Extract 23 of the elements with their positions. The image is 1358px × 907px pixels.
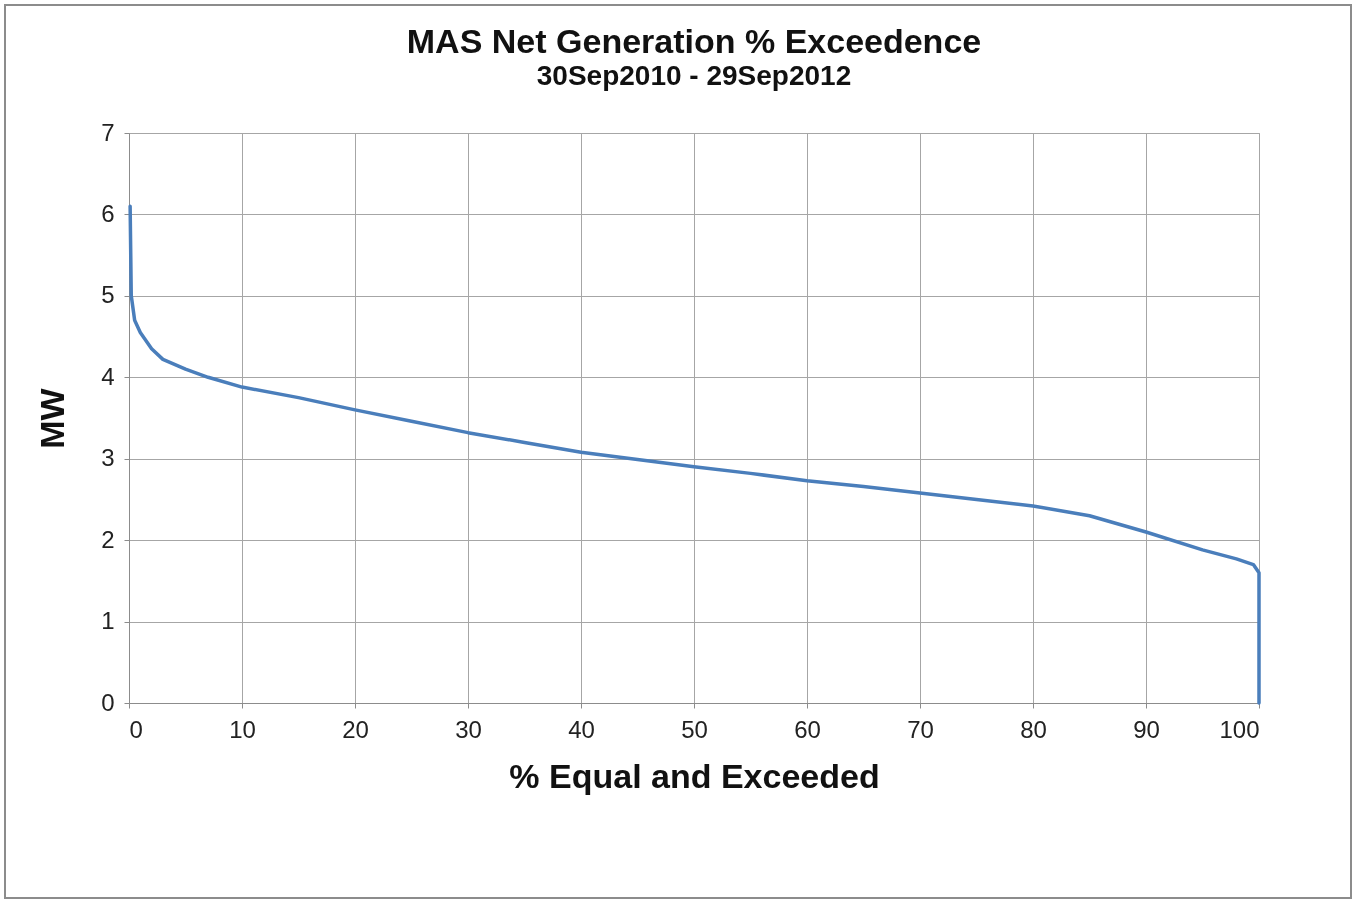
x-tick-label: 60	[794, 715, 821, 743]
y-tick-label: 0	[101, 688, 115, 716]
y-tick-label: 4	[101, 362, 115, 390]
x-tick-label: 50	[681, 715, 708, 743]
y-axis-title: MW	[33, 387, 72, 449]
y-tick-label: 2	[101, 525, 115, 553]
x-tick-label: 0	[129, 715, 143, 743]
y-tick-label: 5	[101, 281, 115, 309]
x-tick-label: 40	[568, 715, 595, 743]
x-tick-label: 10	[229, 715, 256, 743]
x-tick-label: 100	[1219, 715, 1260, 743]
chart-title: MAS Net Generation % Exceedence	[406, 22, 982, 60]
x-tick-label: 80	[1020, 715, 1047, 743]
y-tick-label: 7	[101, 118, 115, 146]
y-tick-label: 6	[101, 199, 115, 227]
y-tick-label: 3	[101, 444, 115, 472]
y-tick-label: 1	[101, 607, 115, 635]
x-axis-title: % Equal and Exceeded	[509, 756, 880, 795]
x-tick-label: 70	[907, 715, 934, 743]
x-tick-label: 30	[455, 715, 482, 743]
chart-subtitle: 30Sep2010 - 29Sep2012	[536, 60, 852, 91]
x-tick-label: 90	[1133, 715, 1160, 743]
x-tick-label: 20	[342, 715, 369, 743]
